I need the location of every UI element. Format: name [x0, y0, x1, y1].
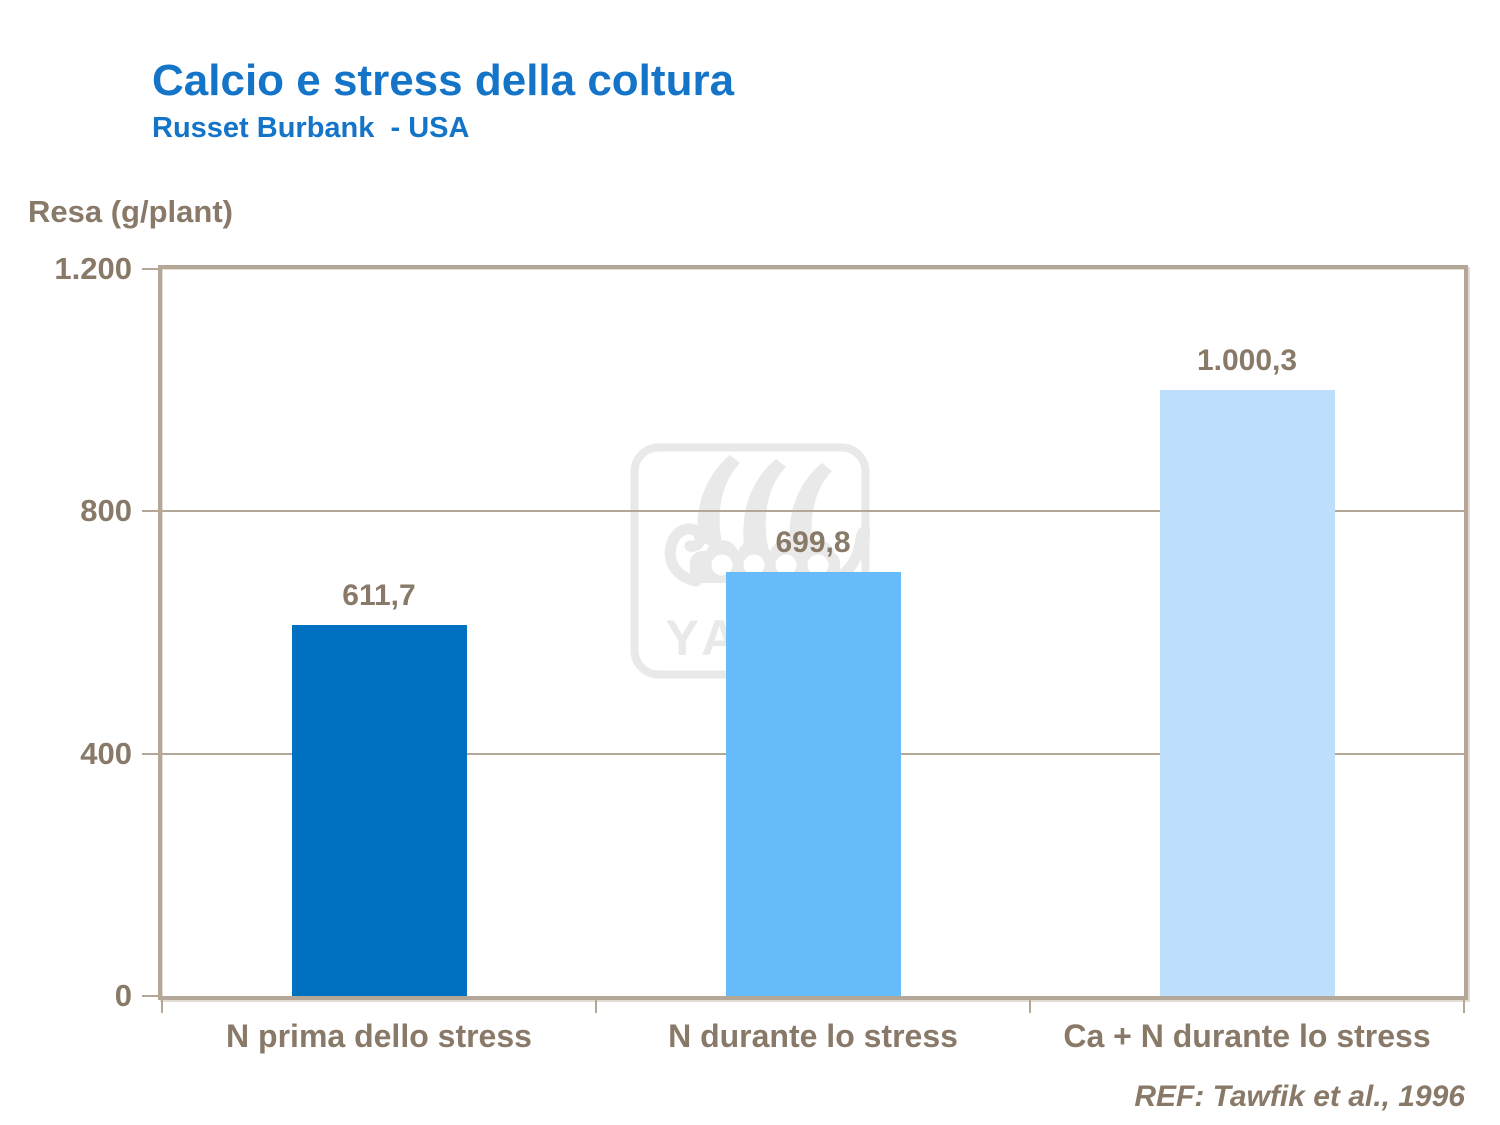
x-tick-mark	[1463, 1000, 1465, 1013]
y-tick-mark	[142, 995, 160, 997]
chart-subtitle: Russet Burbank - USA	[152, 112, 470, 144]
bar-value-label: 1.000,3	[1196, 344, 1298, 377]
y-axis-title: Resa (g/plant)	[28, 194, 233, 229]
bar-value-label: 611,7	[342, 579, 416, 612]
x-tick-mark	[1029, 1000, 1031, 1013]
y-tick-mark	[142, 752, 160, 755]
y-tick-label: 800	[80, 493, 132, 529]
reference-citation: REF: Tawfik et al., 1996	[1134, 1080, 1465, 1113]
x-tick-mark	[161, 1000, 163, 1013]
gridline	[162, 510, 1464, 513]
x-category-label: N prima dello stress	[226, 1018, 532, 1054]
y-tick-mark	[142, 268, 160, 270]
y-tick-label: 1.200	[54, 251, 132, 286]
x-category-label: N durante lo stress	[668, 1018, 958, 1054]
y-tick-label: 400	[80, 735, 132, 771]
bar-value-label: 699,8	[775, 526, 851, 559]
bar	[725, 572, 901, 996]
y-tick-label: 0	[114, 978, 132, 1013]
bar	[1159, 390, 1335, 996]
chart-title: Calcio e stress della coltura	[152, 56, 735, 105]
x-axis-labels: N prima dello stress N durante lo stress C…	[162, 1014, 1464, 1068]
bar	[291, 625, 467, 996]
y-tick-mark	[142, 510, 160, 513]
x-tick-mark	[595, 1000, 597, 1013]
x-category-label: Ca + N durante lo stress	[1063, 1018, 1431, 1054]
